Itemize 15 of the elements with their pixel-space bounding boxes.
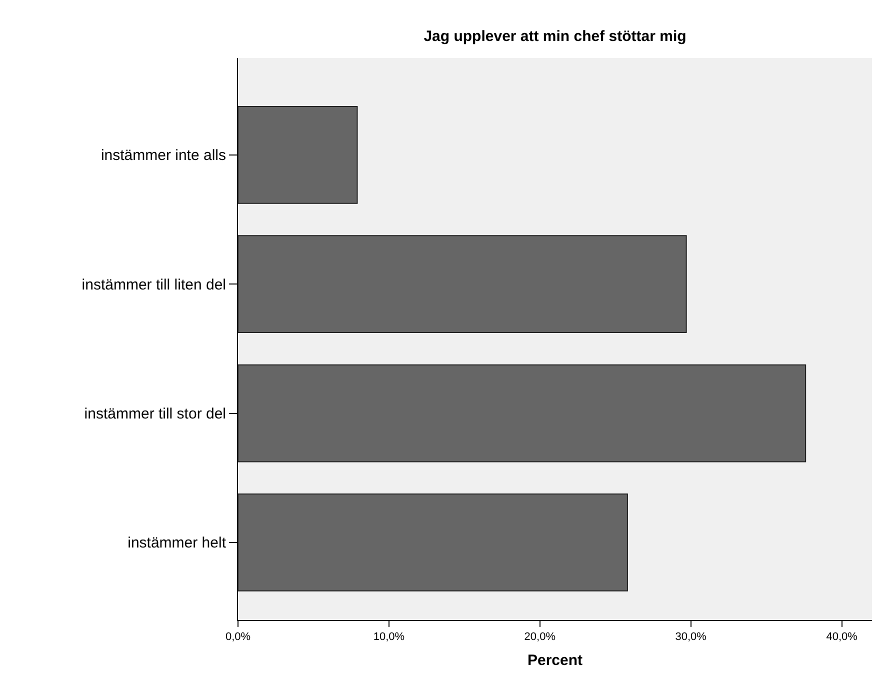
bar xyxy=(238,235,687,334)
x-axis-title: Percent xyxy=(527,652,583,670)
x-tick-label: 10,0% xyxy=(373,631,405,644)
y-tick-label: instämmer till liten del xyxy=(82,276,226,294)
y-tick-label: instämmer till stor del xyxy=(84,406,226,423)
bar xyxy=(238,494,628,592)
bar xyxy=(238,106,358,204)
x-tick-label: 0,0% xyxy=(225,631,251,644)
x-tick-label: 20,0% xyxy=(524,631,556,644)
chart-title: Jag upplever att min chef stöttar mig xyxy=(424,28,686,45)
bar xyxy=(238,364,806,462)
y-tick-label: instämmer inte alls xyxy=(100,147,226,164)
x-tick-label: 40,0% xyxy=(826,631,858,644)
y-tick-label: instämmer helt xyxy=(128,534,227,552)
x-tick-label: 30,0% xyxy=(675,631,707,644)
